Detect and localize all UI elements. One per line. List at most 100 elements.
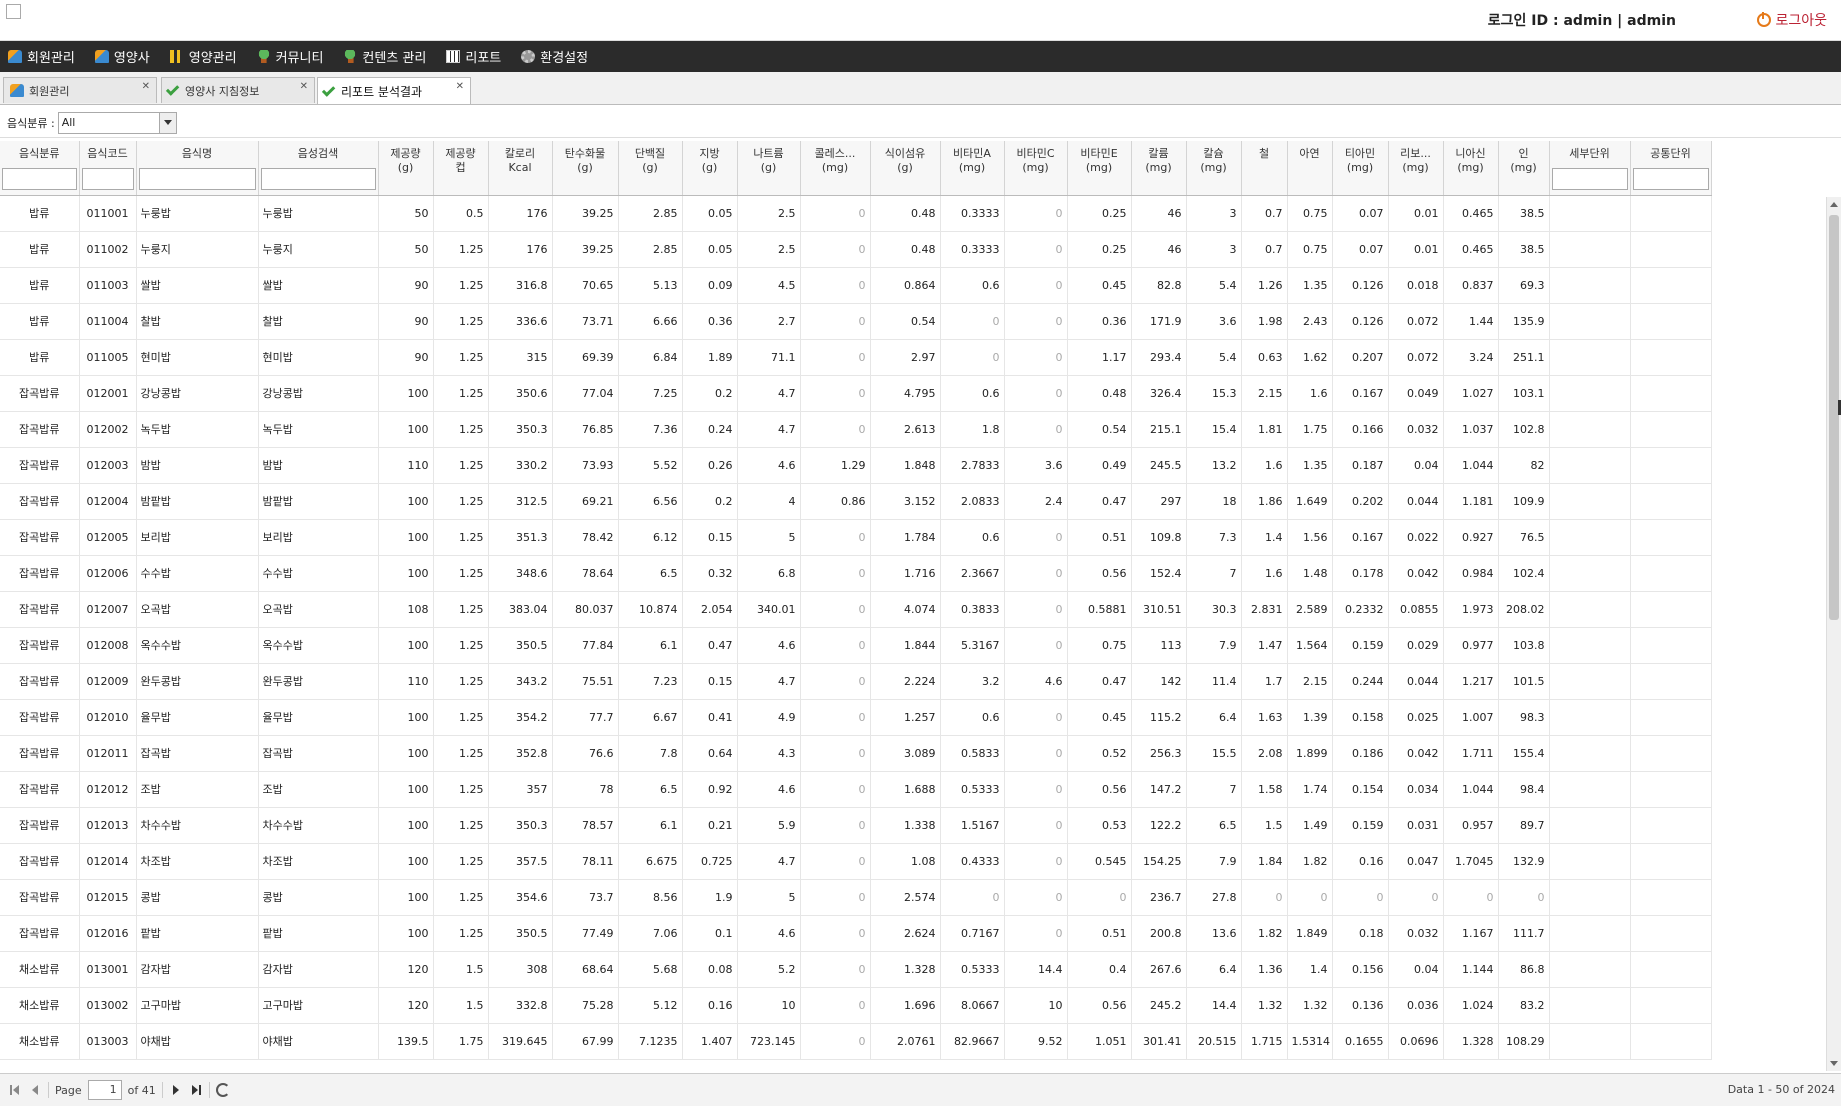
table-cell: 0.158 — [1332, 699, 1389, 736]
table-row[interactable]: 잡곡밥류 012008 옥수수밥 옥수수밥 100 1.25 350.5 77.84 6.1 0.… — [0, 627, 1712, 664]
column-header[interactable]: 식이섬유 (g) — [870, 141, 941, 196]
column-header[interactable]: 음식코드 — [79, 141, 137, 196]
column-header[interactable]: 티아민 (mg) — [1332, 141, 1389, 196]
column-header[interactable]: 비타민A (mg) — [940, 141, 1005, 196]
table-cell: 0 — [1443, 879, 1499, 916]
column-header[interactable]: 제공량 컵 — [433, 141, 489, 196]
table-row[interactable]: 잡곡밥류 012001 강낭콩밥 강낭콩밥 100 1.25 350.6 77.04 7.25 0… — [0, 375, 1712, 412]
menu-item-report[interactable]: 리포트 — [446, 47, 501, 66]
column-header[interactable]: 아연 — [1287, 141, 1333, 196]
column-filter-input[interactable] — [1551, 168, 1628, 190]
column-filter-input[interactable] — [2, 168, 77, 190]
column-header[interactable]: 제공량 (g) — [378, 141, 434, 196]
table-cell: 10.874 — [618, 591, 683, 628]
column-filter-input[interactable] — [81, 168, 134, 190]
table-cell: 0.1655 — [1332, 1023, 1389, 1060]
menu-item-community[interactable]: 커뮤니티 — [256, 47, 323, 66]
column-header[interactable]: 콜레스... (mg) — [800, 141, 871, 196]
column-header[interactable]: 탄수화물 (g) — [552, 141, 619, 196]
table-row[interactable]: 잡곡밥류 012002 녹두밥 녹두밥 100 1.25 350.3 76.85 7.36 0.2… — [0, 411, 1712, 448]
column-header[interactable]: 나트륨 (g) — [737, 141, 801, 196]
column-header[interactable]: 칼로리 Kcal — [488, 141, 553, 196]
scroll-down-icon[interactable] — [1830, 1061, 1838, 1066]
column-header[interactable]: 인 (mg) — [1498, 141, 1550, 196]
column-filter-input[interactable] — [138, 168, 256, 190]
table-cell: 103.1 — [1498, 375, 1550, 412]
table-cell: 잡곡밥류 — [0, 519, 80, 556]
table-cell — [1630, 303, 1712, 340]
column-filter-input[interactable] — [1632, 168, 1709, 190]
tab-members[interactable]: 회원관리 ✕ — [3, 77, 157, 103]
table-cell: 319.645 — [488, 1023, 553, 1060]
top-checkbox[interactable] — [6, 4, 21, 19]
table-row[interactable]: 잡곡밥류 012012 조밥 조밥 100 1.25 357 78 6.5 0.92 4.6 0 1.6… — [0, 771, 1712, 808]
table-row[interactable]: 잡곡밥류 012003 밤밥 밤밥 110 1.25 330.2 73.93 5.52 0.26 4… — [0, 447, 1712, 484]
column-header[interactable]: 음식명 — [136, 141, 259, 196]
prev-page-icon[interactable] — [28, 1083, 42, 1097]
column-filter-input[interactable] — [260, 168, 376, 190]
nutrition-table: 음식분류 음식코드 음식명 음성검색 제공량 (g) 제공량 컵 칼로리 Kcal 탄수화물 (g) 단… — [0, 141, 1712, 1060]
vertical-scrollbar[interactable] — [1826, 197, 1841, 1071]
column-header[interactable]: 철 — [1241, 141, 1288, 196]
food-category-select[interactable]: All — [57, 111, 177, 134]
table-row[interactable]: 밥류 011005 현미밥 현미밥 90 1.25 315 69.39 6.84 1.89 71.1… — [0, 339, 1712, 376]
menu-item-nutritionist[interactable]: 영양사 — [94, 47, 150, 66]
table-row[interactable]: 잡곡밥류 012015 콩밥 콩밥 100 1.25 354.6 73.7 8.56 1.9 5 0 2… — [0, 879, 1712, 916]
table-row[interactable]: 잡곡밥류 012014 차조밥 차조밥 100 1.25 357.5 78.11 6.675 0.… — [0, 843, 1712, 880]
table-row[interactable]: 잡곡밥류 012010 율무밥 율무밥 100 1.25 354.2 77.7 6.67 0.41… — [0, 699, 1712, 736]
column-header[interactable]: 단백질 (g) — [618, 141, 683, 196]
column-header[interactable]: 지방 (g) — [682, 141, 738, 196]
table-row[interactable]: 채소밥류 013001 감자밥 감자밥 120 1.5 308 68.64 5.68 0.08 5.… — [0, 951, 1712, 988]
column-header[interactable]: 음성검색 — [258, 141, 379, 196]
column-header[interactable]: 세부단위 — [1549, 141, 1631, 196]
table-cell — [1549, 195, 1631, 232]
scroll-thumb[interactable] — [1829, 215, 1839, 620]
column-header[interactable]: 음식분류 — [0, 141, 80, 196]
column-header[interactable]: 비타민E (mg) — [1067, 141, 1132, 196]
scroll-up-icon[interactable] — [1830, 202, 1838, 207]
table-row[interactable]: 잡곡밥류 012007 오곡밥 오곡밥 108 1.25 383.04 80.037 10.87… — [0, 591, 1712, 628]
column-header[interactable]: 칼슘 (mg) — [1186, 141, 1242, 196]
close-icon[interactable]: ✕ — [299, 81, 308, 92]
menu-item-contents[interactable]: 컨텐츠 관리 — [343, 47, 426, 66]
table-cell: 0.36 — [1067, 303, 1132, 340]
table-row[interactable]: 잡곡밥류 012006 수수밥 수수밥 100 1.25 348.6 78.64 6.5 0.32… — [0, 555, 1712, 592]
next-page-icon[interactable] — [169, 1083, 183, 1097]
menu-item-settings[interactable]: 환경설정 — [521, 47, 588, 66]
column-header[interactable]: 니아신 (mg) — [1443, 141, 1499, 196]
tab-report-analysis[interactable]: 리포트 분석결과 ✕ — [317, 77, 471, 104]
close-icon[interactable]: ✕ — [141, 81, 150, 92]
table-row[interactable]: 채소밥류 013003 야채밥 야채밥 139.5 1.75 319.645 67.99 7.1… — [0, 1023, 1712, 1060]
page-input[interactable]: 1 — [87, 1080, 122, 1100]
table-row[interactable]: 채소밥류 013002 고구마밥 고구마밥 120 1.5 332.8 75.28 5.12 0.… — [0, 987, 1712, 1024]
table-cell: 1.25 — [433, 735, 489, 772]
column-header[interactable]: 공통단위 — [1630, 141, 1712, 196]
logout-button[interactable]: 로그아웃 — [1757, 10, 1827, 30]
table-row[interactable]: 밥류 011001 누룽밥 누룽밥 50 0.5 176 39.25 2.85 0.05 2.5 0 0… — [0, 195, 1712, 232]
chevron-down-icon[interactable] — [158, 112, 176, 133]
table-row[interactable]: 잡곡밥류 012004 밤팥밥 밤팥밥 100 1.25 312.5 69.21 6.56 0.2… — [0, 483, 1712, 520]
table-row[interactable]: 잡곡밥류 012016 팥밥 팥밥 100 1.25 350.5 77.49 7.06 0.1 4.… — [0, 915, 1712, 952]
close-icon[interactable]: ✕ — [455, 81, 464, 92]
column-header-label: 비타민C — [1016, 147, 1055, 160]
table-row[interactable]: 잡곡밥류 012013 차수수밥 차수수밥 100 1.25 350.3 78.57 6.1 0.… — [0, 807, 1712, 844]
column-header[interactable]: 칼륨 (mg) — [1131, 141, 1187, 196]
table-cell: 1.17 — [1067, 339, 1132, 376]
table-cell: 4.6 — [1004, 663, 1068, 700]
tab-guidelines[interactable]: 영양사 지침정보 ✕ — [161, 77, 315, 103]
table-row[interactable]: 밥류 011002 누룽지 누룽지 50 1.25 176 39.25 2.85 0.05 2.5 0… — [0, 231, 1712, 268]
last-page-icon[interactable] — [189, 1083, 203, 1097]
column-header[interactable]: 비타민C (mg) — [1004, 141, 1068, 196]
table-row[interactable]: 잡곡밥류 012009 완두콩밥 완두콩밥 110 1.25 343.2 75.51 7.23 0… — [0, 663, 1712, 700]
table-row[interactable]: 잡곡밥류 012005 보리밥 보리밥 100 1.25 351.3 78.42 6.12 0.1… — [0, 519, 1712, 556]
menu-item-members[interactable]: 회원관리 — [8, 47, 75, 66]
table-cell: 옥수수밥 — [258, 627, 379, 664]
menu-item-nutrition[interactable]: 영양관리 — [169, 47, 237, 66]
column-header[interactable]: 리보... (mg) — [1388, 141, 1444, 196]
table-row[interactable]: 밥류 011004 찰밥 찰밥 90 1.25 336.6 73.71 6.66 0.36 2.7 0… — [0, 303, 1712, 340]
first-page-icon[interactable] — [8, 1083, 22, 1097]
table-row[interactable]: 잡곡밥류 012011 잡곡밥 잡곡밥 100 1.25 352.8 76.6 7.8 0.64 4… — [0, 735, 1712, 772]
table-row[interactable]: 밥류 011003 쌀밥 쌀밥 90 1.25 316.8 70.65 5.13 0.09 4.5 0… — [0, 267, 1712, 304]
table-cell: 잡곡밥류 — [0, 627, 80, 664]
refresh-icon[interactable] — [215, 1083, 230, 1097]
